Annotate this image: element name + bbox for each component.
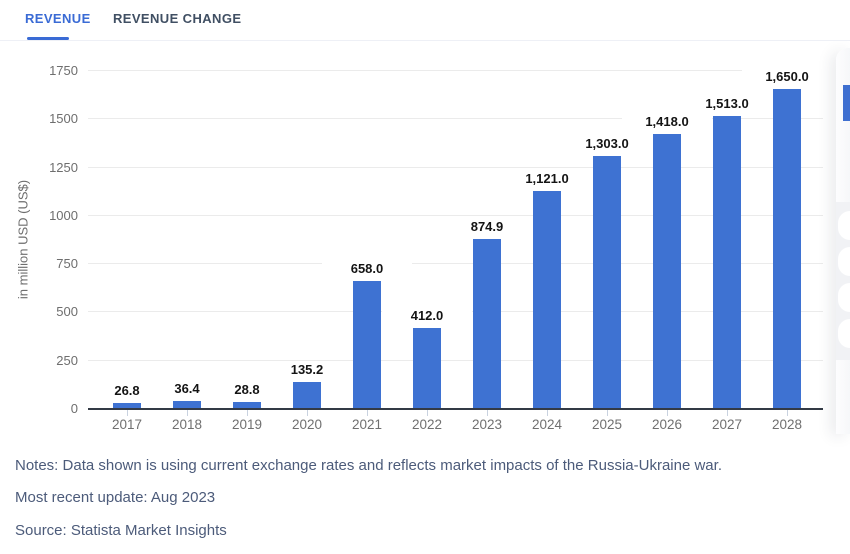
bar-2020[interactable]: [293, 382, 321, 408]
x-tick-2022: [427, 410, 428, 416]
bar-value-label-2028: 1,650.0: [742, 69, 832, 84]
next-chart-peek-bar: [843, 85, 850, 121]
y-tick-label-1250: 1250: [49, 160, 78, 175]
x-axis-line: [88, 408, 823, 410]
x-axis-label-2028: 2028: [771, 417, 803, 432]
bar-2018[interactable]: [173, 401, 201, 408]
x-tick-2027: [727, 410, 728, 416]
bar-2027[interactable]: [713, 116, 741, 408]
x-tick-2017: [127, 410, 128, 416]
gridline-750: [88, 263, 823, 264]
x-tick-2023: [487, 410, 488, 416]
y-tick-label-750: 750: [56, 256, 78, 271]
bar-2026[interactable]: [653, 134, 681, 408]
x-tick-2028: [787, 410, 788, 416]
bar-2025[interactable]: [593, 156, 621, 408]
x-axis-label-2023: 2023: [471, 417, 503, 432]
x-tick-2019: [247, 410, 248, 416]
tab-revenue[interactable]: REVENUE: [25, 11, 91, 26]
bar-2024[interactable]: [533, 191, 561, 408]
bar-value-label-2027: 1,513.0: [682, 96, 772, 111]
bar-value-label-2025: 1,303.0: [562, 136, 652, 151]
next-chart-peek-shape: [838, 211, 850, 240]
bar-2021[interactable]: [353, 281, 381, 408]
x-axis-label-2025: 2025: [591, 417, 623, 432]
x-tick-2020: [307, 410, 308, 416]
y-tick-label-1750: 1750: [49, 63, 78, 78]
x-axis-label-2020: 2020: [291, 417, 323, 432]
x-tick-2026: [667, 410, 668, 416]
bar-value-label-2026: 1,418.0: [622, 114, 712, 129]
x-axis-label-2021: 2021: [351, 417, 383, 432]
gridline-1250: [88, 167, 823, 168]
bar-2022[interactable]: [413, 328, 441, 408]
x-tick-2025: [607, 410, 608, 416]
bar-value-label-2023: 874.9: [442, 219, 532, 234]
gridline-1750: [88, 70, 823, 71]
bar-value-label-2019: 28.8: [202, 382, 292, 397]
bar-2028[interactable]: [773, 89, 801, 408]
x-axis-label-2024: 2024: [531, 417, 563, 432]
gridline-250: [88, 360, 823, 361]
bar-value-label-2021: 658.0: [322, 261, 412, 276]
gridline-1500: [88, 118, 823, 119]
tab-revenue-change[interactable]: REVENUE CHANGE: [113, 11, 242, 26]
x-axis-label-2027: 2027: [711, 417, 743, 432]
y-axis-title: in million USD (US$): [15, 179, 31, 300]
x-axis-label-2019: 2019: [231, 417, 263, 432]
bar-2017[interactable]: [113, 403, 141, 408]
x-axis-label-2026: 2026: [651, 417, 683, 432]
x-axis-label-2022: 2022: [411, 417, 443, 432]
notes-text: Notes: Data shown is using current excha…: [15, 457, 722, 474]
next-chart-peek-shape: [838, 319, 850, 348]
gridline-1000: [88, 215, 823, 216]
chart-tabbar: REVENUE REVENUE CHANGE: [0, 0, 850, 41]
y-tick-label-1500: 1500: [49, 111, 78, 126]
y-tick-label-250: 250: [56, 353, 78, 368]
update-text: Most recent update: Aug 2023: [15, 489, 216, 506]
active-tab-underline: [27, 37, 69, 40]
x-tick-2024: [547, 410, 548, 416]
bar-2019[interactable]: [233, 402, 261, 408]
x-tick-2021: [367, 410, 368, 416]
source-text: Source: Statista Market Insights: [15, 522, 227, 539]
bar-2023[interactable]: [473, 239, 501, 408]
bar-value-label-2020: 135.2: [262, 362, 352, 377]
next-chart-peek-shape: [838, 247, 850, 276]
bar-value-label-2024: 1,121.0: [502, 171, 592, 186]
y-tick-label-0: 0: [70, 401, 78, 416]
x-axis-label-2018: 2018: [171, 417, 203, 432]
bar-value-label-2022: 412.0: [382, 308, 472, 323]
x-tick-2018: [187, 410, 188, 416]
y-tick-label-1000: 1000: [49, 208, 78, 223]
next-chart-peek-shape: [838, 283, 850, 312]
y-tick-label-500: 500: [56, 304, 78, 319]
x-axis-label-2017: 2017: [111, 417, 143, 432]
